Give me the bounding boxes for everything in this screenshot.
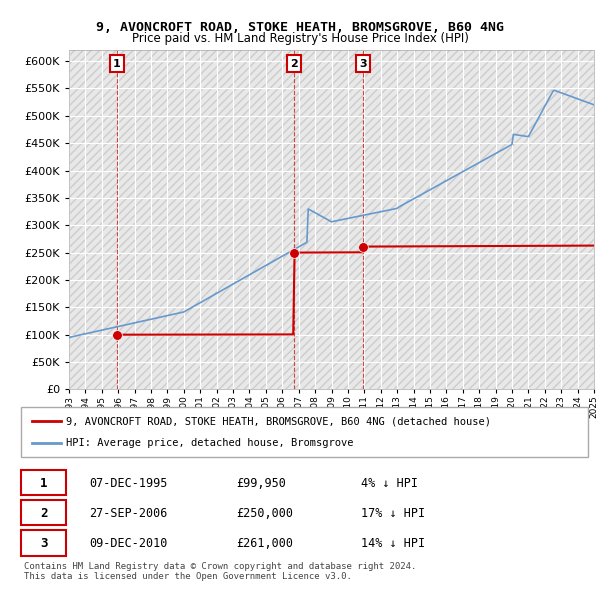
FancyBboxPatch shape [21, 470, 67, 495]
Text: 07-DEC-1995: 07-DEC-1995 [89, 477, 167, 490]
Text: This data is licensed under the Open Government Licence v3.0.: This data is licensed under the Open Gov… [24, 572, 352, 581]
Text: £250,000: £250,000 [236, 507, 293, 520]
Text: Contains HM Land Registry data © Crown copyright and database right 2024.: Contains HM Land Registry data © Crown c… [24, 562, 416, 571]
FancyBboxPatch shape [21, 530, 67, 556]
Text: 27-SEP-2006: 27-SEP-2006 [89, 507, 167, 520]
Text: HPI: Average price, detached house, Bromsgrove: HPI: Average price, detached house, Brom… [67, 438, 354, 448]
FancyBboxPatch shape [21, 500, 67, 525]
Text: 17% ↓ HPI: 17% ↓ HPI [361, 507, 425, 520]
Text: 4% ↓ HPI: 4% ↓ HPI [361, 477, 418, 490]
Text: 14% ↓ HPI: 14% ↓ HPI [361, 537, 425, 550]
Text: 1: 1 [40, 477, 47, 490]
Text: 2: 2 [290, 59, 298, 68]
Text: 09-DEC-2010: 09-DEC-2010 [89, 537, 167, 550]
FancyBboxPatch shape [21, 407, 588, 457]
Text: 2: 2 [40, 507, 47, 520]
Text: 3: 3 [359, 59, 367, 68]
Text: £99,950: £99,950 [236, 477, 286, 490]
Text: £261,000: £261,000 [236, 537, 293, 550]
Text: 9, AVONCROFT ROAD, STOKE HEATH, BROMSGROVE, B60 4NG (detached house): 9, AVONCROFT ROAD, STOKE HEATH, BROMSGRO… [67, 416, 491, 426]
Text: 1: 1 [113, 59, 121, 68]
Text: Price paid vs. HM Land Registry's House Price Index (HPI): Price paid vs. HM Land Registry's House … [131, 32, 469, 45]
Text: 9, AVONCROFT ROAD, STOKE HEATH, BROMSGROVE, B60 4NG: 9, AVONCROFT ROAD, STOKE HEATH, BROMSGRO… [96, 21, 504, 34]
Text: 3: 3 [40, 537, 47, 550]
